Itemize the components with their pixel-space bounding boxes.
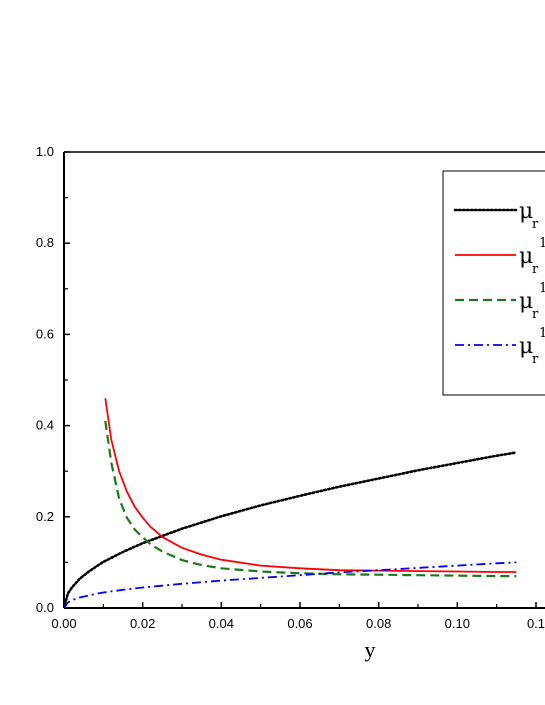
x-tick-label: 0.1 bbox=[527, 616, 545, 631]
y-tick-label: 0.8 bbox=[36, 235, 54, 250]
x-tick-label: 0.04 bbox=[209, 616, 234, 631]
legend-symbol-3: μ bbox=[519, 289, 533, 314]
legend-subscript-2: r bbox=[532, 262, 539, 277]
legend-subscript-1: r bbox=[532, 217, 539, 232]
x-axis-title: y bbox=[365, 637, 376, 662]
y-tick-label: 0.4 bbox=[36, 418, 54, 433]
x-tick-label: 0.02 bbox=[130, 616, 155, 631]
legend-box bbox=[442, 170, 545, 396]
series-line-4 bbox=[64, 561, 517, 608]
legend-symbol-1: μ bbox=[519, 199, 533, 224]
legend-superscript-3: 1 bbox=[539, 281, 545, 296]
x-tick-label: 0.08 bbox=[366, 616, 391, 631]
legend-subscript-3: r bbox=[532, 307, 539, 322]
x-tick-label: 0.00 bbox=[51, 616, 76, 631]
y-tick-label: 0.0 bbox=[36, 600, 54, 615]
legend-superscript-2: 1 bbox=[539, 236, 545, 251]
series-line-3 bbox=[104, 420, 517, 578]
legend-superscript-4: 1 bbox=[539, 326, 545, 341]
tick-marks bbox=[63, 151, 537, 609]
legend-symbol-4: μ bbox=[519, 334, 533, 359]
y-tick-label: 0.2 bbox=[36, 509, 54, 524]
x-tick-label: 0.06 bbox=[287, 616, 312, 631]
legend-subscript-4: r bbox=[532, 352, 539, 367]
series-line-2 bbox=[104, 398, 517, 573]
x-tick-labels: 0.00 0.02 0.04 0.06 0.08 0.10 0.1 bbox=[51, 616, 545, 631]
series-lines bbox=[64, 398, 518, 608]
y-tick-label: 0.6 bbox=[36, 326, 54, 341]
y-tick-labels: 0.0 0.2 0.4 0.6 0.8 1.0 bbox=[36, 144, 54, 615]
series-line-1 bbox=[64, 451, 518, 608]
legend-symbol-2: μ bbox=[519, 244, 533, 269]
y-tick-label: 1.0 bbox=[36, 144, 54, 159]
x-tick-label: 0.10 bbox=[445, 616, 470, 631]
